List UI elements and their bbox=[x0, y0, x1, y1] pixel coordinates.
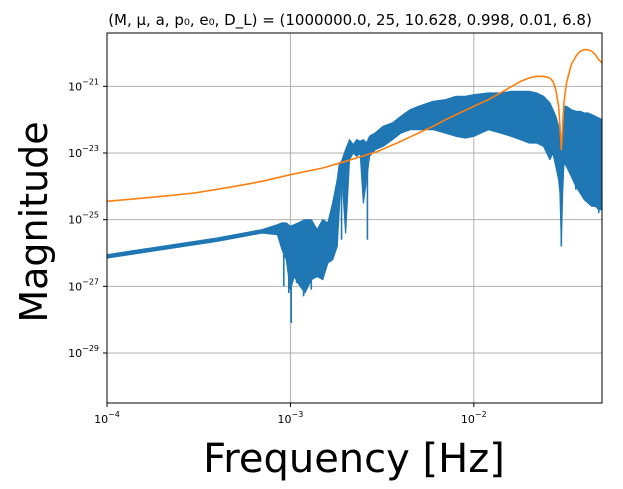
x-tick-label: 10−4 bbox=[94, 410, 120, 426]
y-tick-label: 10−25 bbox=[68, 211, 99, 227]
x-tick-label: 10−3 bbox=[278, 410, 304, 426]
plot-frame bbox=[106, 32, 603, 404]
chart-title: (M, μ, a, p₀, e₀, D_L) = (1000000.0, 25,… bbox=[108, 11, 592, 30]
series-layer bbox=[107, 48, 602, 323]
plot-area bbox=[107, 33, 602, 403]
series-line-1 bbox=[107, 48, 602, 203]
y-tick-label: 10−27 bbox=[68, 277, 99, 293]
y-axis: 10−29 10−27 10−25 10−23 10−21 bbox=[68, 77, 107, 360]
x-axis: 10−4 10−3 10−2 bbox=[94, 403, 487, 426]
x-axis-label: Frequency [Hz] bbox=[203, 436, 505, 482]
x-tick-label: 10−2 bbox=[461, 410, 487, 426]
y-tick-label: 10−29 bbox=[68, 344, 99, 360]
y-tick-label: 10−23 bbox=[68, 144, 99, 160]
y-axis-label: Magnitude bbox=[12, 121, 56, 322]
series-band-0 bbox=[107, 90, 602, 294]
y-tick-label: 10−21 bbox=[68, 77, 99, 93]
